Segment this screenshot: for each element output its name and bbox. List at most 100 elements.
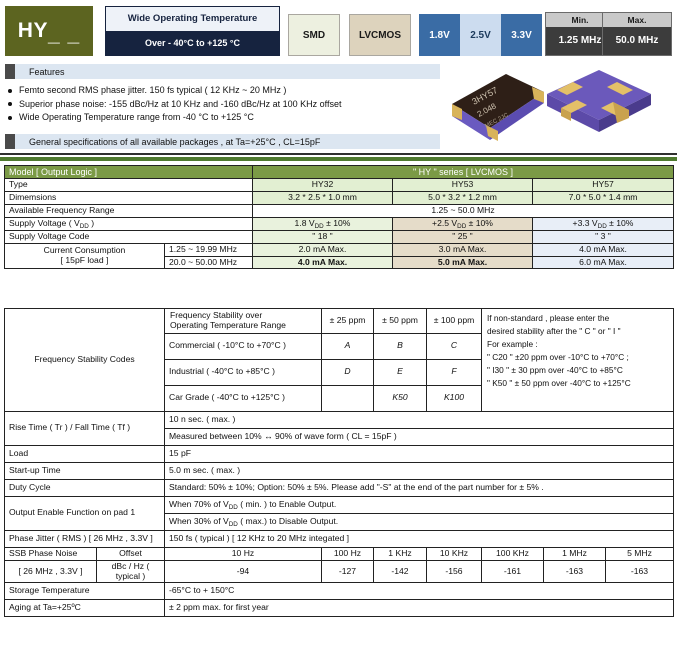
current-consumption-label-line1: Current Consumption [43, 245, 126, 256]
table-row-storage-temperature: Storage Temperature -65°C to + 150°C [4, 582, 674, 601]
rise-fall-value: 10 n sec. ( max. ) [164, 410, 674, 429]
output-enable-low: When 30% of VDD ( max.) to Disable Outpu… [164, 512, 674, 531]
table-row-grade-car: Car Grade ( -40°C to +125°C ) K50 K100 [5, 384, 674, 412]
ssb-offset-1mhz: 1 MHz [543, 546, 606, 561]
max-value: 50.0 MHz [603, 26, 671, 55]
grade-name-car: Car Grade ( -40°C to +125°C ) [164, 384, 322, 412]
ssb-dbc-100hz: -127 [321, 559, 374, 584]
type-hy32: HY32 [252, 178, 393, 193]
code-commercial-100: C [426, 332, 482, 360]
series-title: " HY " series [ LVCMOS ] [251, 164, 675, 180]
row-label-dimensions: Dimemsions [4, 191, 253, 206]
min-caption: Min. [546, 13, 614, 27]
code-industrial-50: E [373, 358, 427, 386]
table-row-output-enable-1: Output Enable Function on pad 1 When 70%… [4, 495, 674, 531]
table-row-model-header: Model [ Output Logic ] " HY " series [ L… [4, 164, 675, 180]
aging-label: Aging at Ta=+25ºC [4, 599, 165, 618]
note-line: " K50 " ± 50 ppm over -40°C to +125°C [487, 378, 631, 388]
ssb-label-line1: SSB Phase Noise [4, 546, 97, 561]
table-row-ssb-dbc: [ 26 MHz , 3.3V ] dBc / Hz ( typical ) -… [4, 559, 674, 584]
note-line: " C20 " ±20 ppm over -10°C to +70°C ; [487, 352, 629, 362]
startup-label: Start-up Time [4, 461, 165, 480]
general-spec-section-header: General specifications of all available … [5, 134, 440, 149]
ppm-header-100: ± 100 ppm [426, 308, 482, 334]
dimensions-hy53: 5.0 * 3.2 * 1.2 mm [392, 191, 533, 206]
voltage-badge-1v8: 1.8V [419, 14, 460, 56]
phase-jitter-label: Phase Jitter ( RMS ) [ 26 MHz , 3.3V ] [4, 529, 165, 548]
wide-operating-temperature-badge: Wide Operating Temperature Over - 40°C t… [105, 6, 280, 56]
row-label-voltage-code: Supply Voltage Code [4, 229, 253, 244]
table-row-frequency-range: Available Frequency Range 1.25 ~ 50.0 MH… [4, 204, 675, 218]
row-label-type: Type [4, 178, 253, 193]
current-range-low: 1.25 ~ 19.99 MHz [164, 242, 253, 257]
voltage-code-hy32: " 18 " [252, 229, 393, 244]
grade-name-industrial: Industrial ( -40°C to +85°C ) [164, 358, 322, 386]
table-row-current-consumption-high: 20.0 ~ 50.00 MHz 4.0 mA Max. 5.0 mA Max.… [5, 255, 675, 270]
grade-name-commercial: Commercial ( -10°C to +70°C ) [164, 332, 322, 360]
code-industrial-25: D [321, 358, 374, 386]
divider-dark-rule [0, 153, 677, 155]
logo-text-suffix: _ _ [47, 23, 81, 46]
row-label-current-consumption: Current Consumption [ 15pF load ] [4, 242, 165, 270]
note-line: desired stability after the " C " or " I… [487, 326, 621, 336]
voltage-code-hy57: " 3 " [531, 229, 675, 244]
ssb-offset-100khz: 100 KHz [481, 546, 544, 561]
output-enable-high: When 70% of VDD ( min. ) to Enable Outpu… [164, 495, 674, 514]
table-row-aging: Aging at Ta=+25ºC ± 2 ppm max. for first… [4, 599, 674, 618]
table-row-supply-voltage: Supply Voltage ( VDD ) 1.8 VDD ± 10% +2.… [4, 216, 675, 231]
code-commercial-25: A [321, 332, 374, 360]
ssb-offset-100hz: 100 Hz [321, 546, 374, 561]
divider-green-rule [0, 157, 677, 161]
table-row-ssb-offsets: SSB Phase Noise Offset 10 Hz 100 Hz 1 KH… [4, 546, 674, 561]
note-line: " I30 " ± 30 ppm over -40°C to +85°C [487, 365, 623, 375]
startup-value: 5.0 m sec. ( max. ) [164, 461, 674, 480]
ssb-label-line2: [ 26 MHz , 3.3V ] [4, 559, 97, 584]
table-row-type: Type HY32 HY53 HY57 [4, 178, 675, 193]
ppm-header-25: ± 25 ppm [321, 308, 374, 334]
voltage-badge-3v3: 3.3V [501, 14, 542, 56]
supply-voltage-badges: 1.8V 2.5V 3.3V [419, 14, 542, 56]
current-high-hy32: 4.0 mA Max. [252, 255, 393, 270]
current-range-high: 20.0 ~ 50.00 MHz [164, 255, 253, 270]
ssb-dbc-header: dBc / Hz ( typical ) [96, 559, 165, 584]
max-caption: Max. [603, 13, 671, 27]
ssb-dbc-5mhz: -163 [605, 559, 674, 584]
ssb-offset-10hz: 10 Hz [164, 546, 322, 561]
general-spec-title: General specifications of all available … [15, 134, 440, 149]
ssb-dbc-1mhz: -163 [543, 559, 606, 584]
product-logo-badge: HY _ _ [5, 6, 93, 56]
row-label-frequency-range: Available Frequency Range [4, 204, 253, 218]
supply-voltage-hy57: +3.3 VDD ± 10% [531, 216, 675, 231]
supply-voltage-hy53: +2.5 VDD ± 10% [392, 216, 533, 231]
dimensions-hy57: 7.0 * 5.0 * 1.4 mm [531, 191, 675, 206]
section-tab-marker [5, 134, 15, 149]
table-row-startup: Start-up Time 5.0 m sec. ( max. ) [4, 461, 674, 480]
code-car-25 [321, 384, 374, 412]
lvcmos-badge: LVCMOS [349, 14, 411, 56]
code-car-100: K100 [426, 384, 482, 412]
ppm-header-50: ± 50 ppm [373, 308, 427, 334]
dimensions-hy32: 3.2 * 2.5 * 1.0 mm [252, 191, 393, 206]
smd-badge: SMD [288, 14, 340, 56]
features-title: Features [15, 64, 440, 79]
current-high-hy57: 6.0 mA Max. [531, 255, 675, 270]
table-row-dimensions: Dimemsions 3.2 * 2.5 * 1.0 mm 5.0 * 3.2 … [4, 191, 675, 206]
header-badge-strip: HY _ _ Wide Operating Temperature Over - … [0, 4, 677, 56]
code-car-50: K50 [373, 384, 427, 412]
ssb-dbc-10khz: -156 [426, 559, 482, 584]
aging-value: ± 2 ppm max. for first year [164, 599, 674, 618]
duty-cycle-label: Duty Cycle [4, 478, 165, 497]
table-row-phase-jitter: Phase Jitter ( RMS ) [ 26 MHz , 3.3V ] 1… [4, 529, 674, 548]
table-row-grade-commercial: Commercial ( -10°C to +70°C ) A B C [5, 332, 674, 360]
wide-temp-range: Over - 40°C to +125 °C [106, 30, 279, 55]
feature-bullet: Femto second RMS phase jitter. 150 fs ty… [8, 84, 448, 98]
note-line: For example : [487, 339, 538, 349]
max-frequency-badge: Max. 50.0 MHz [602, 12, 672, 56]
storage-value: -65°C to + 150°C [164, 582, 674, 601]
electrical-characteristics-table: Frequency Stability Codes Frequency Stab… [4, 308, 674, 618]
type-hy53: HY53 [392, 178, 533, 193]
current-low-hy57: 4.0 mA Max. [531, 242, 675, 257]
ssb-offset-10khz: 10 KHz [426, 546, 482, 561]
ssb-dbc-1khz: -142 [373, 559, 427, 584]
table-row-load: Load 15 pF [4, 444, 674, 463]
